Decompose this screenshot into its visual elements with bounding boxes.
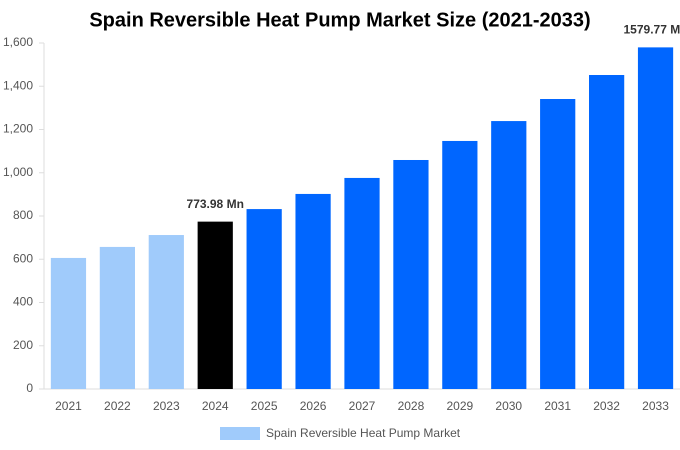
y-tick-label: 1,400 — [3, 78, 33, 92]
y-tick-label: 1,200 — [3, 122, 33, 136]
bar — [637, 47, 674, 390]
x-tick-label: 2022 — [104, 399, 131, 413]
bar — [295, 193, 331, 389]
bar — [344, 177, 380, 389]
y-tick-label: 800 — [13, 208, 33, 222]
value-label: 773.98 Mn — [187, 197, 244, 211]
x-tick-label: 2024 — [202, 399, 229, 413]
bar — [246, 209, 282, 389]
x-tick-label: 2031 — [544, 399, 571, 413]
legend-swatch — [220, 427, 260, 440]
y-tick-label: 200 — [13, 338, 33, 352]
x-tick-label: 2029 — [446, 399, 473, 413]
bar — [50, 257, 87, 389]
x-tick-label: 2028 — [398, 399, 425, 413]
bar — [393, 159, 429, 389]
bar — [197, 221, 233, 389]
bar — [491, 121, 527, 389]
chart-title: Spain Reversible Heat Pump Market Size (… — [89, 9, 590, 31]
x-tick-label: 2026 — [300, 399, 327, 413]
x-tick-label: 2025 — [251, 399, 278, 413]
x-tick-label: 2032 — [593, 399, 620, 413]
bar — [99, 246, 135, 389]
bar — [540, 99, 576, 389]
y-tick-label: 600 — [13, 251, 33, 265]
x-tick-label: 2030 — [495, 399, 522, 413]
x-tick-label: 2023 — [153, 399, 180, 413]
bar — [589, 75, 625, 389]
x-tick-label: 2027 — [349, 399, 376, 413]
y-tick-label: 1,600 — [3, 35, 33, 49]
legend-label: Spain Reversible Heat Pump Market — [266, 426, 461, 440]
bar — [442, 140, 478, 389]
x-tick-label: 2033 — [642, 399, 669, 413]
x-tick-label: 2021 — [55, 399, 82, 413]
bar — [148, 235, 184, 389]
y-tick-label: 1,000 — [3, 165, 33, 179]
y-tick-label: 0 — [26, 381, 33, 395]
y-tick-label: 400 — [13, 295, 33, 309]
value-label: 1579.77 Mn — [624, 23, 680, 37]
